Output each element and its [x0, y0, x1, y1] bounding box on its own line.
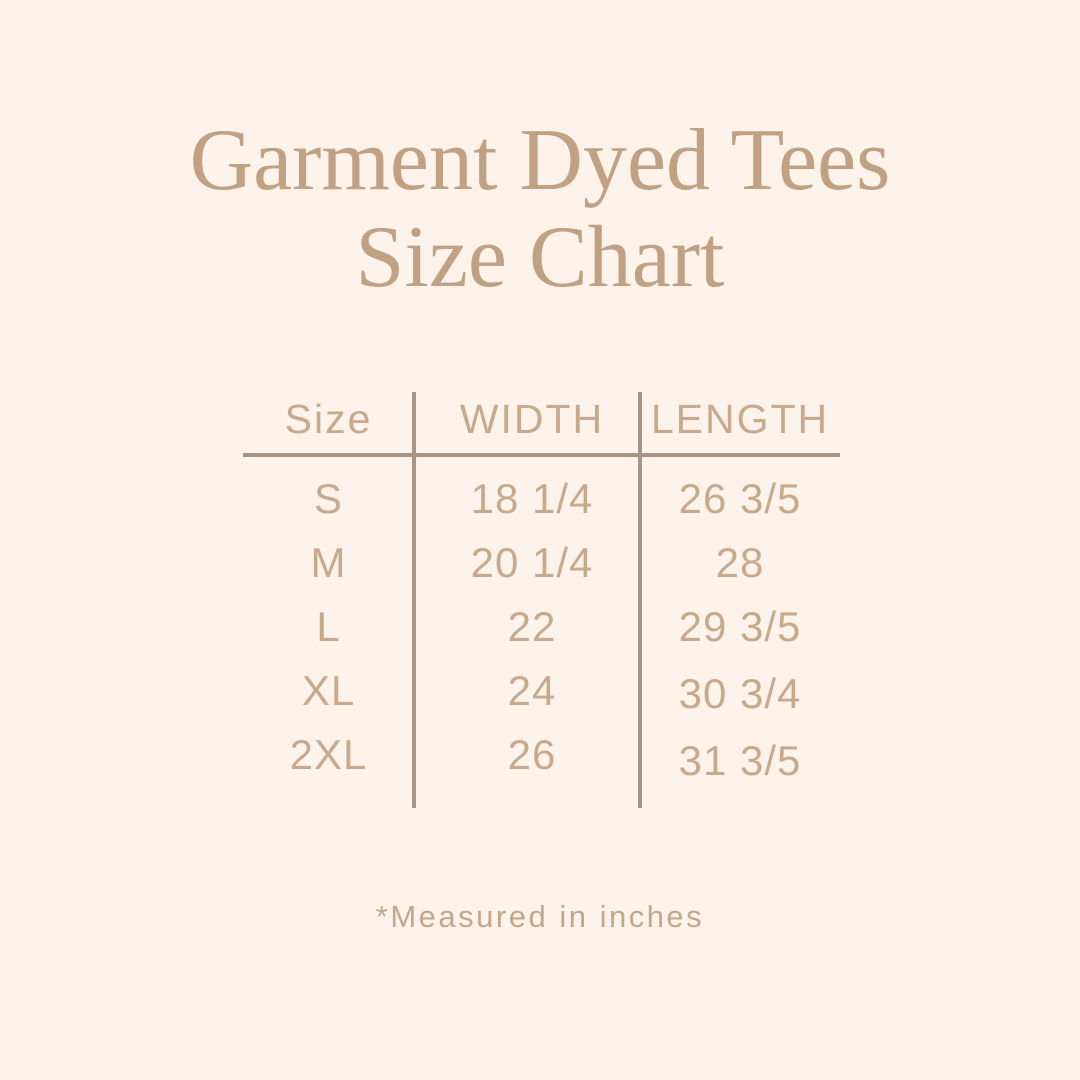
- table-row: L 22 29 3/5: [243, 595, 840, 659]
- page-title: Garment Dyed Tees Size Chart: [0, 112, 1080, 306]
- table-divider-horizontal: [243, 453, 840, 457]
- width-cell: 18 1/4: [470, 475, 594, 522]
- size-cell: M: [310, 539, 347, 586]
- table-row: S 18 1/4 26 3/5: [243, 467, 840, 531]
- column-header-length: LENGTH: [650, 395, 830, 442]
- size-cell: XL: [301, 667, 356, 714]
- size-cell: S: [313, 475, 343, 522]
- size-cell: L: [316, 603, 341, 650]
- table-row: M 20 1/4 28: [243, 531, 840, 595]
- width-cell: 24: [507, 667, 557, 714]
- length-cell: 31 3/5: [678, 737, 802, 784]
- chart-title-line-2: Size Chart: [355, 209, 725, 306]
- length-cell: 29 3/5: [678, 603, 802, 650]
- table-row: XL 24 30 3/4: [243, 659, 840, 723]
- width-cell: 26: [507, 731, 557, 778]
- chart-title-line-1: Garment Dyed Tees: [189, 112, 891, 209]
- table-divider-vertical-2: [638, 392, 642, 808]
- size-cell: 2XL: [289, 731, 368, 778]
- table-body: S 18 1/4 26 3/5 M 20 1/4 28 L 22 29 3/5 …: [243, 453, 840, 787]
- measurement-note: *Measured in inches: [375, 899, 705, 934]
- column-header-size: Size: [284, 395, 373, 442]
- table-row: 2XL 26 31 3/5: [243, 723, 840, 787]
- length-cell: 26 3/5: [678, 475, 802, 522]
- width-cell: 22: [507, 603, 557, 650]
- length-cell: 28: [715, 539, 765, 586]
- column-header-width: WIDTH: [459, 395, 605, 442]
- table-divider-vertical-1: [412, 392, 416, 808]
- width-cell: 20 1/4: [470, 539, 594, 586]
- length-cell: 30 3/4: [678, 670, 802, 717]
- table-header-row: Size WIDTH LENGTH: [243, 385, 840, 453]
- size-chart-table: Size WIDTH LENGTH S 18 1/4 26 3/5 M 20 1…: [243, 385, 840, 815]
